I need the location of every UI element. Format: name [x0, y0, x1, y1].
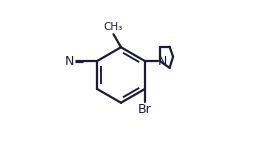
Text: N: N [65, 55, 74, 68]
Text: CH₃: CH₃ [103, 22, 122, 32]
Text: N: N [158, 55, 168, 68]
Text: Br: Br [138, 103, 152, 116]
